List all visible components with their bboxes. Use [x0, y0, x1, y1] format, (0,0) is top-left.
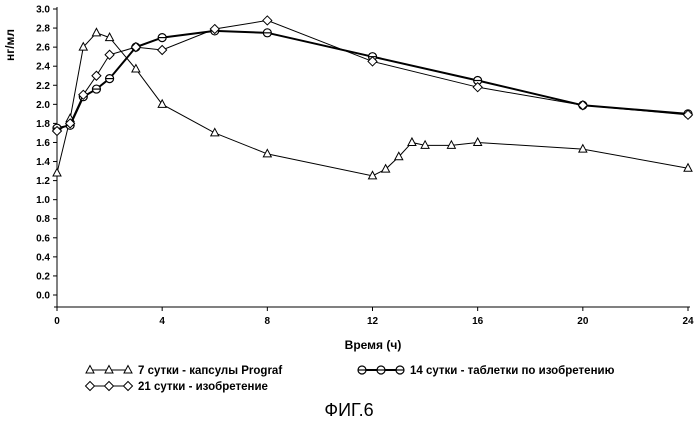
y-tick-label: 0.4 [36, 252, 50, 263]
legend-swatch-marker [86, 366, 94, 374]
series-1-point [382, 165, 390, 173]
y-axis-title: нг/мл [3, 29, 17, 61]
legend-swatch-marker [86, 382, 95, 391]
series-1 [53, 28, 692, 179]
series-2-line [57, 31, 688, 128]
series-3-point [158, 45, 167, 54]
y-tick-label: 2.2 [36, 81, 50, 92]
x-tick-label: 24 [682, 316, 694, 327]
legend-swatch-marker [396, 366, 404, 374]
x-tick-label: 8 [265, 316, 271, 327]
series-2-point [106, 75, 114, 83]
y-tick-label: 1.0 [36, 195, 50, 206]
legend-swatch-marker [105, 382, 114, 391]
x-tick-label: 12 [367, 316, 379, 327]
legend-item-2: 14 сутки - таблетки по изобретению [358, 365, 615, 377]
legend-swatch-marker [124, 382, 133, 391]
y-tick-label: 0.6 [36, 233, 50, 244]
series-1-point [53, 168, 61, 176]
legend-label: 14 сутки - таблетки по изобретению [410, 365, 615, 377]
series-1-point [474, 138, 482, 146]
y-tick-label: 2.8 [36, 24, 50, 35]
x-tick-label: 16 [472, 316, 484, 327]
y-tick-label: 1.8 [36, 119, 50, 130]
figure-caption: ФИГ.6 [324, 400, 373, 420]
series-2 [53, 27, 692, 132]
x-tick-label: 4 [159, 316, 165, 327]
legend-label: 7 сутки - капсулы Prograf [138, 365, 282, 377]
y-tick-label: 1.4 [36, 157, 50, 168]
y-tick-label: 3.0 [36, 5, 50, 16]
y-tick-label: 2.4 [36, 62, 50, 73]
series-3-point [92, 71, 101, 80]
legend-label: 21 сутки - изобретение [138, 381, 268, 393]
series-1-point [92, 28, 100, 35]
legend-swatch-marker [105, 366, 113, 374]
series-3-point [473, 83, 482, 92]
x-tick-label: 20 [577, 316, 589, 327]
series-2-point [158, 34, 166, 42]
y-tick-label: 0.2 [36, 271, 50, 282]
series-1-point [408, 138, 416, 146]
legend-item-1: 7 сутки - капсулы Prograf [86, 365, 282, 377]
series-group [53, 16, 693, 179]
series-2-point [263, 29, 271, 37]
legend-item-3: 21 сутки - изобретение [86, 381, 268, 393]
y-tick-label: 1.2 [36, 176, 50, 187]
legend-swatch-marker [124, 366, 132, 374]
series-3-line [57, 20, 688, 131]
series-3-point [263, 16, 272, 25]
series-2-point [92, 85, 100, 93]
x-tick-label: 0 [54, 316, 60, 327]
series-3 [53, 16, 693, 136]
series-1-point [579, 145, 587, 153]
legend-swatch-marker [377, 366, 385, 374]
y-tick-label: 2.0 [36, 100, 50, 111]
y-tick-label: 1.6 [36, 138, 50, 149]
x-axis-title: Время (ч) [345, 338, 402, 352]
legend-swatch-marker [358, 366, 366, 374]
series-1-point [211, 128, 219, 136]
y-tick-label: 0.8 [36, 214, 50, 225]
series-3-point [105, 50, 114, 59]
legend: 7 сутки - капсулы Prograf 14 сутки - табл… [86, 365, 615, 393]
y-tick-label: 2.6 [36, 43, 50, 54]
y-tick-label: 0.0 [36, 291, 50, 302]
